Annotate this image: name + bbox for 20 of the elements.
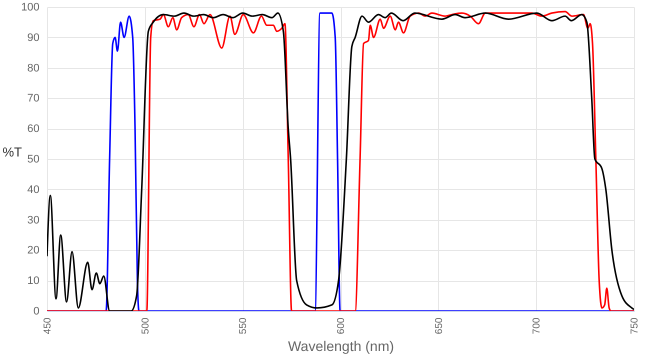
y-tick-label: 60 [27,123,40,136]
y-tick-label: 50 [27,154,40,166]
x-tick-label: 650 [434,317,445,334]
x-tick-label: 500 [140,317,152,334]
y-tick-label: 30 [27,214,40,226]
x-tick-label: 550 [238,317,250,334]
x-tick-label: 600 [336,317,347,334]
x-tick-label: 450 [42,317,54,334]
y-tick-label: 20 [27,244,40,257]
y-tick-label: 100 [21,2,40,14]
y-tick-label: 10 [27,275,40,288]
y-axis-title: %T [2,144,22,160]
x-tick-label: 700 [532,317,543,334]
x-tick-label: 750 [630,317,640,334]
y-tick-label: 70 [27,92,40,105]
x-axis-title: Wavelength (nm) [288,338,394,354]
y-tick-label: 80 [27,62,40,74]
y-tick-label: 90 [27,32,40,44]
y-tick-label: 0 [33,306,40,318]
y-tick-label: 40 [27,184,40,196]
